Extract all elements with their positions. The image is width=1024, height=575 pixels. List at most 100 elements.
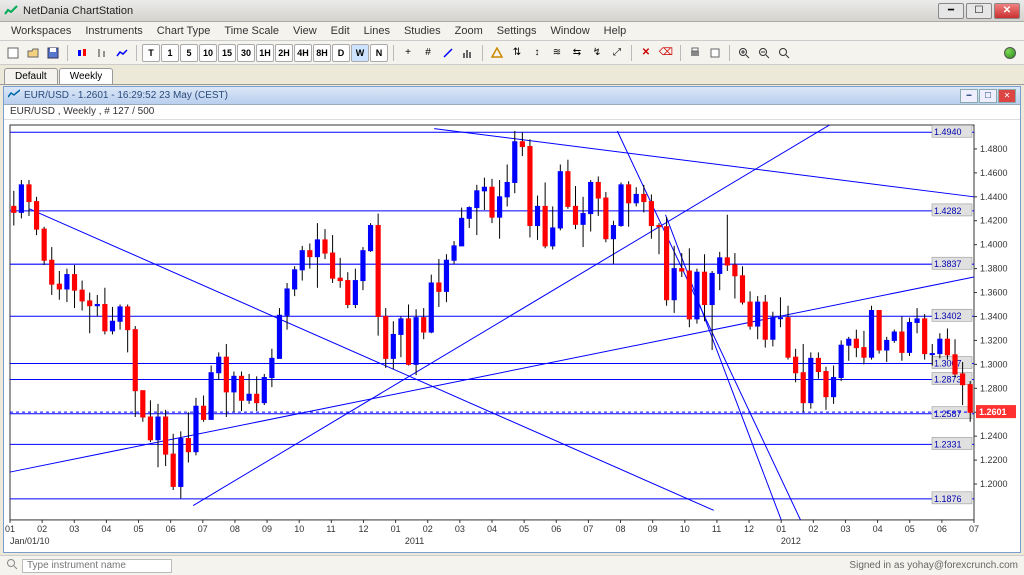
menu-time-scale[interactable]: Time Scale (217, 23, 286, 39)
svg-text:2012: 2012 (781, 536, 801, 546)
svg-text:07: 07 (198, 524, 208, 534)
svg-text:1.2400: 1.2400 (980, 431, 1007, 441)
menu-settings[interactable]: Settings (490, 23, 544, 39)
instrument-search-input[interactable] (22, 559, 172, 573)
svg-text:04: 04 (873, 524, 883, 534)
timeframe-15-button[interactable]: 15 (218, 44, 236, 62)
maximize-button[interactable]: ☐ (966, 3, 992, 19)
study-button-1[interactable]: ⇅ (508, 44, 526, 62)
window-controls: ━ ☐ ✕ (938, 3, 1020, 19)
svg-text:1.4600: 1.4600 (980, 168, 1007, 178)
separator (67, 45, 68, 61)
tab-weekly[interactable]: Weekly (59, 68, 114, 84)
tab-default[interactable]: Default (4, 68, 58, 84)
menu-window[interactable]: Window (544, 23, 597, 39)
statusbar: Signed in as yohay@forexcrunch.com (0, 555, 1024, 575)
timeframe-5-button[interactable]: 5 (180, 44, 198, 62)
svg-text:1.2601: 1.2601 (979, 407, 1006, 417)
open-button[interactable] (24, 44, 42, 62)
study-button-6[interactable]: ⤢ (608, 44, 626, 62)
svg-text:Jan/01/10: Jan/01/10 (10, 536, 50, 546)
chart-minimize-button[interactable]: ━ (960, 89, 978, 103)
svg-text:12: 12 (358, 524, 368, 534)
timeframe-30-button[interactable]: 30 (237, 44, 255, 62)
svg-text:10: 10 (680, 524, 690, 534)
zoom-reset-button[interactable] (775, 44, 793, 62)
alert-button[interactable] (488, 44, 506, 62)
study-button-2[interactable]: ↕ (528, 44, 546, 62)
chart-maximize-button[interactable]: ☐ (979, 89, 997, 103)
svg-text:01: 01 (776, 524, 786, 534)
menu-edit[interactable]: Edit (324, 23, 357, 39)
svg-text:09: 09 (262, 524, 272, 534)
svg-text:03: 03 (69, 524, 79, 534)
close-button[interactable]: ✕ (994, 3, 1020, 19)
chart-close-button[interactable]: ✕ (998, 89, 1016, 103)
window-titlebar: NetDania ChartStation ━ ☐ ✕ (0, 0, 1024, 22)
svg-text:1.3200: 1.3200 (980, 335, 1007, 345)
svg-text:02: 02 (808, 524, 818, 534)
timeframe-2h-button[interactable]: 2H (275, 44, 293, 62)
candlestick-button[interactable] (73, 44, 91, 62)
trendline-button[interactable] (439, 44, 457, 62)
menu-lines[interactable]: Lines (357, 23, 397, 39)
chart-canvas[interactable]: 1.20001.22001.24001.26001.28001.30001.32… (4, 121, 1020, 552)
chart-window-icon (8, 89, 20, 102)
svg-text:1.2000: 1.2000 (980, 479, 1007, 489)
menubar: WorkspacesInstrumentsChart TypeTime Scal… (0, 22, 1024, 41)
svg-text:1.3402: 1.3402 (934, 311, 961, 321)
menu-chart-type[interactable]: Chart Type (150, 23, 218, 39)
timeframe-w-button[interactable]: W (351, 44, 369, 62)
timeframe-8h-button[interactable]: 8H (313, 44, 331, 62)
svg-text:11: 11 (712, 524, 721, 534)
save-button[interactable] (44, 44, 62, 62)
undo-button[interactable]: ✕ (637, 44, 655, 62)
instrument-search (6, 558, 172, 573)
timeframe-n-button[interactable]: N (370, 44, 388, 62)
chart-window-controls: ━ ☐ ✕ (960, 89, 1016, 103)
study-button-4[interactable]: ⇆ (568, 44, 586, 62)
svg-text:2011: 2011 (405, 536, 424, 546)
timeframe-d-button[interactable]: D (332, 44, 350, 62)
new-workspace-button[interactable] (4, 44, 22, 62)
svg-text:04: 04 (101, 524, 111, 534)
export-button[interactable] (706, 44, 724, 62)
svg-text:1.3800: 1.3800 (980, 264, 1007, 274)
bar-chart-button[interactable] (93, 44, 111, 62)
menu-studies[interactable]: Studies (397, 23, 448, 39)
timeframe-t-button[interactable]: T (142, 44, 160, 62)
svg-text:1.4200: 1.4200 (980, 216, 1007, 226)
chart-window-titlebar: EUR/USD - 1.2601 - 16:29:52 23 May (CEST… (4, 87, 1020, 105)
menu-view[interactable]: View (286, 23, 324, 39)
menu-instruments[interactable]: Instruments (78, 23, 149, 39)
svg-text:12: 12 (744, 524, 754, 534)
study-button-3[interactable]: ≋ (548, 44, 566, 62)
minimize-button[interactable]: ━ (938, 3, 964, 19)
timeframe-1-button[interactable]: 1 (161, 44, 179, 62)
chart-window-title: EUR/USD - 1.2601 - 16:29:52 23 May (CEST… (24, 90, 960, 101)
svg-text:09: 09 (648, 524, 658, 534)
timeframe-4h-button[interactable]: 4H (294, 44, 312, 62)
print-button[interactable] (686, 44, 704, 62)
delete-button[interactable]: ⌫ (657, 44, 675, 62)
menu-workspaces[interactable]: Workspaces (4, 23, 78, 39)
svg-text:03: 03 (455, 524, 465, 534)
workspace-tabstrip: DefaultWeekly (0, 65, 1024, 85)
svg-text:1.4000: 1.4000 (980, 240, 1007, 250)
timeframe-10-button[interactable]: 10 (199, 44, 217, 62)
zoom-out-button[interactable] (755, 44, 773, 62)
study-button-5[interactable]: ↯ (588, 44, 606, 62)
timeframe-1h-button[interactable]: 1H (256, 44, 274, 62)
menu-zoom[interactable]: Zoom (448, 23, 490, 39)
crosshair-button[interactable]: + (399, 44, 417, 62)
svg-text:1.1876: 1.1876 (934, 494, 961, 504)
svg-text:02: 02 (423, 524, 433, 534)
svg-text:07: 07 (583, 524, 593, 534)
histogram-button[interactable] (459, 44, 477, 62)
grid-button[interactable]: # (419, 44, 437, 62)
svg-text:06: 06 (551, 524, 561, 534)
chart-window: EUR/USD - 1.2601 - 16:29:52 23 May (CEST… (3, 86, 1021, 553)
zoom-in-button[interactable] (735, 44, 753, 62)
line-chart-button[interactable] (113, 44, 131, 62)
menu-help[interactable]: Help (597, 23, 634, 39)
